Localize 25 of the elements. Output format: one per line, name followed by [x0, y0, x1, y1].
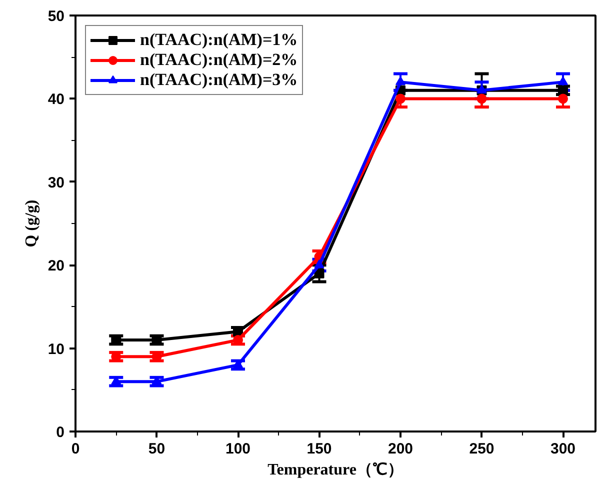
- y-tick-label: 50: [48, 8, 65, 25]
- x-tick-label: 100: [225, 440, 251, 458]
- point: [558, 94, 568, 104]
- x-tick-label: 250: [469, 440, 494, 458]
- x-tick-label: 200: [388, 440, 414, 458]
- y-tick-label: 10: [48, 340, 65, 358]
- point: [396, 76, 406, 86]
- x-tick-label: 150: [306, 440, 332, 458]
- point: [476, 94, 487, 104]
- point: [558, 76, 568, 86]
- legend-label: n(TAAC):n(AM)=2%: [140, 50, 298, 70]
- x-tick-label: 50: [148, 440, 166, 458]
- legend-label: n(TAAC):n(AM)=3%: [140, 70, 298, 90]
- y-tick-label: 0: [56, 424, 64, 441]
- x-tick-label: 0: [71, 440, 80, 458]
- y-axis-title: Q (g/g): [22, 200, 40, 248]
- y-tick-label: 40: [48, 91, 65, 108]
- point: [314, 268, 324, 278]
- x-axis-title: Temperature（℃）: [268, 462, 404, 478]
- point: [396, 94, 406, 104]
- legend-label: n(TAAC):n(AM)=1%: [140, 30, 298, 50]
- y-tick-label: 30: [48, 174, 65, 192]
- x-tick-label: 300: [550, 440, 576, 458]
- y-tick-label: 20: [48, 258, 65, 275]
- point: [314, 259, 324, 268]
